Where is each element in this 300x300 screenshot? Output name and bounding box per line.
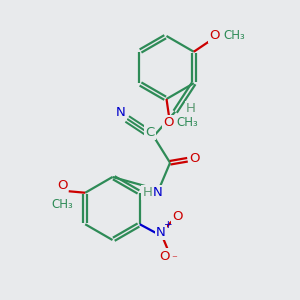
Text: N: N	[153, 186, 163, 199]
Text: N: N	[116, 106, 125, 119]
Text: O: O	[189, 152, 199, 165]
Text: C: C	[146, 126, 154, 139]
Text: O: O	[163, 116, 174, 129]
Text: CH₃: CH₃	[177, 116, 198, 129]
Text: ⁻: ⁻	[172, 255, 178, 265]
Text: N: N	[156, 226, 166, 239]
Text: O: O	[209, 29, 220, 42]
Text: O: O	[57, 179, 68, 192]
Text: O: O	[159, 250, 169, 262]
Text: CH₃: CH₃	[223, 29, 245, 42]
Text: H: H	[186, 102, 196, 115]
Text: H: H	[142, 186, 152, 199]
Text: +: +	[164, 220, 172, 230]
Text: CH₃: CH₃	[51, 198, 73, 211]
Text: O: O	[172, 210, 183, 223]
